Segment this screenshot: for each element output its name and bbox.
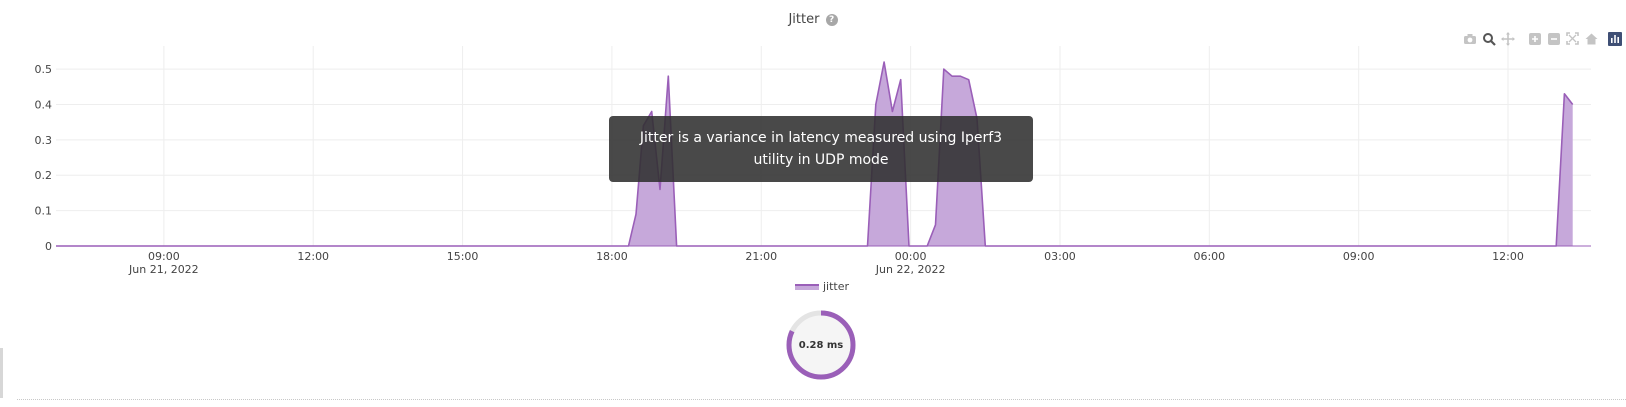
y-tick-label: 0.4 bbox=[35, 98, 53, 111]
left-edge-bar bbox=[0, 348, 3, 398]
chart-title: Jitter bbox=[788, 12, 820, 27]
tooltip-text: Jitter is a variance in latency measured… bbox=[639, 130, 1003, 168]
x-tick-label: 06:00 bbox=[1193, 250, 1225, 263]
y-tick-label: 0.3 bbox=[35, 134, 53, 147]
x-tick-label: 12:00 bbox=[1492, 250, 1524, 263]
x-tick-date-label: Jun 21, 2022 bbox=[128, 263, 199, 276]
reset-axes-icon[interactable] bbox=[1584, 31, 1599, 46]
help-icon[interactable]: ? bbox=[825, 14, 838, 26]
gauge-arc bbox=[786, 310, 856, 380]
x-tick-label: 12:00 bbox=[297, 250, 329, 263]
y-tick-label: 0.1 bbox=[35, 205, 53, 218]
chart-title-wrap: Jitter ? bbox=[0, 12, 1626, 27]
jitter-gauge: 0.28 ms bbox=[785, 309, 857, 381]
x-tick-label: 21:00 bbox=[745, 250, 777, 263]
y-tick-label: 0.2 bbox=[35, 169, 53, 182]
autoscale-icon[interactable] bbox=[1565, 31, 1580, 46]
jitter-info-tooltip: Jitter is a variance in latency measured… bbox=[609, 116, 1033, 182]
y-tick-label: 0 bbox=[45, 240, 52, 253]
modebar bbox=[1462, 31, 1622, 46]
legend-label: jitter bbox=[823, 280, 850, 293]
camera-icon[interactable] bbox=[1462, 31, 1477, 46]
y-tick-label: 0.5 bbox=[35, 63, 53, 76]
legend-swatch bbox=[795, 283, 819, 290]
x-tick-label: 03:00 bbox=[1044, 250, 1076, 263]
x-tick-label: 09:00 bbox=[148, 250, 180, 263]
gauge-value: 0.28 ms bbox=[798, 339, 844, 351]
x-tick-date-label: Jun 22, 2022 bbox=[875, 263, 946, 276]
x-tick-label: 00:00 bbox=[895, 250, 927, 263]
x-tick-label: 09:00 bbox=[1343, 250, 1375, 263]
pan-icon[interactable] bbox=[1500, 31, 1515, 46]
grid-lines bbox=[56, 46, 1591, 246]
legend[interactable]: jitter bbox=[795, 280, 849, 293]
dotted-divider bbox=[17, 399, 1626, 400]
plotly-logo-icon[interactable] bbox=[1607, 31, 1622, 46]
x-tick-label: 18:00 bbox=[596, 250, 628, 263]
zoom-out-icon[interactable] bbox=[1546, 31, 1561, 46]
zoom-in-icon[interactable] bbox=[1527, 31, 1542, 46]
x-tick-label: 15:00 bbox=[447, 250, 479, 263]
zoom-icon[interactable] bbox=[1481, 31, 1496, 46]
